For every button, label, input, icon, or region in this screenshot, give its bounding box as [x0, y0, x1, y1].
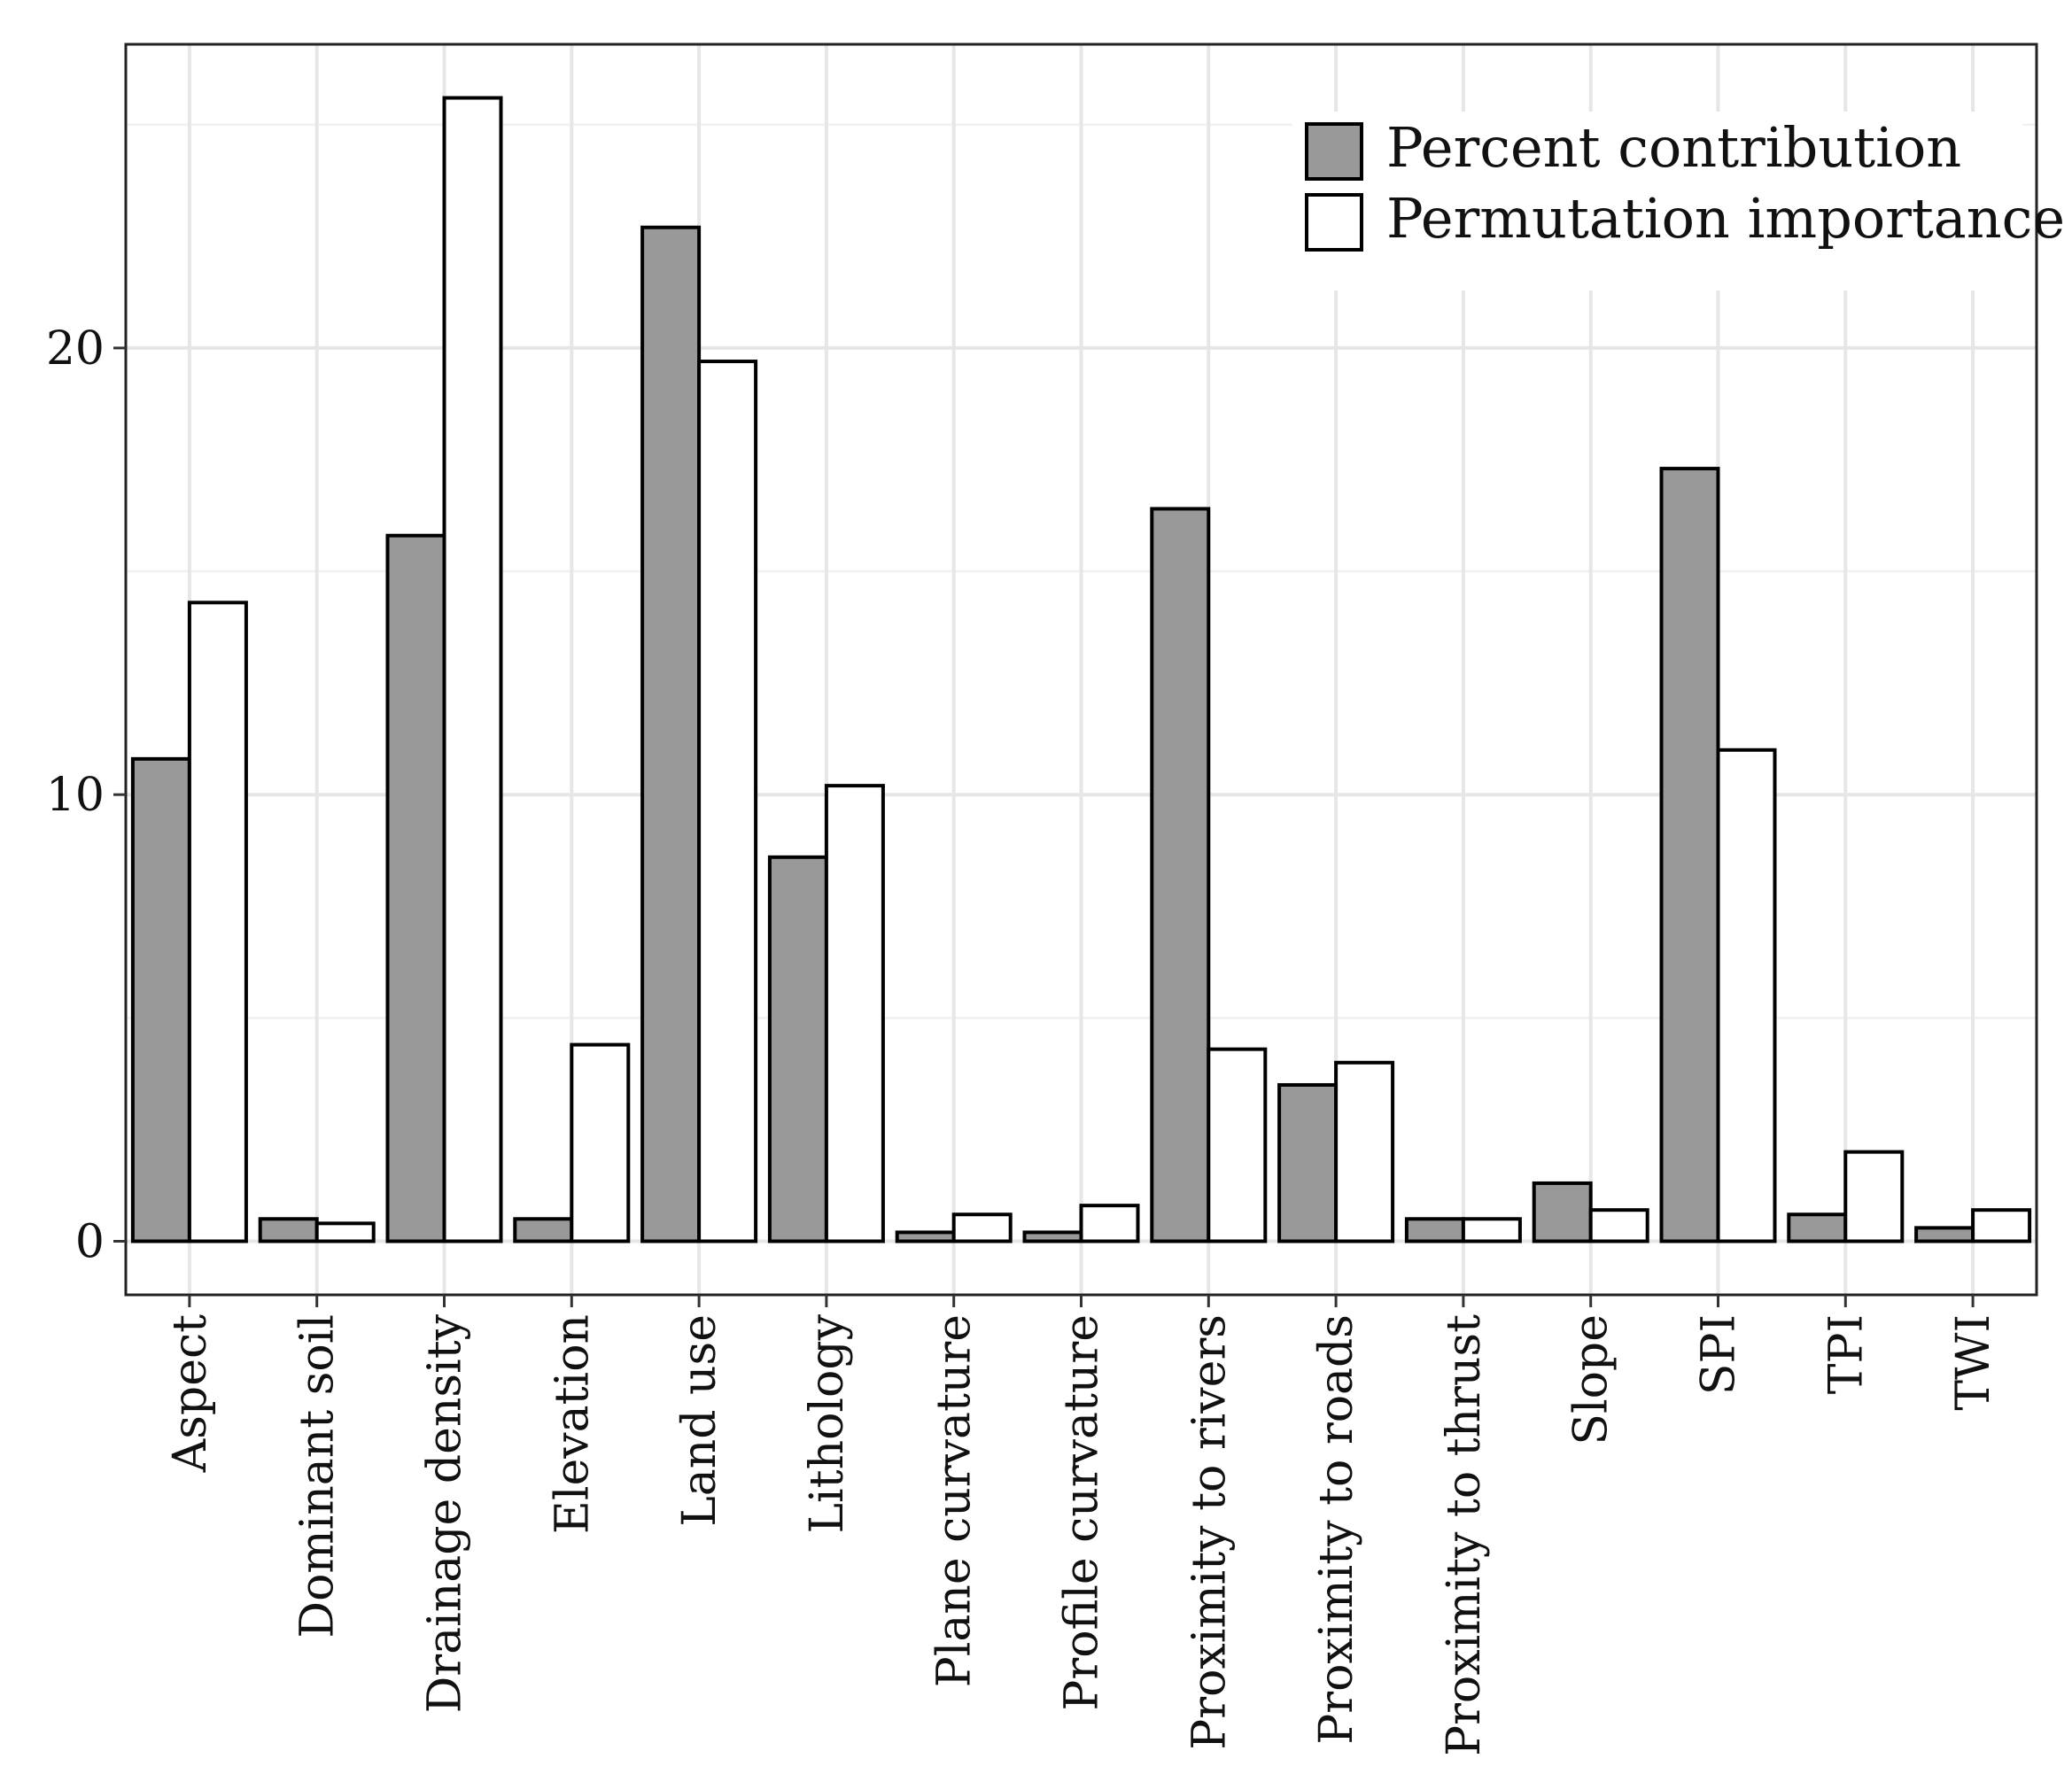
bar-percent-contribution-proximity-to-thrust	[1404, 1217, 1465, 1243]
legend-label-percent-contribution: Percent contribution	[1386, 115, 1961, 180]
x-tick-label-slope: Slope	[1565, 1314, 1618, 1445]
bar-percent-contribution-slope	[1532, 1181, 1593, 1243]
bar-permutation-importance-land-use	[697, 360, 758, 1243]
bar-percent-contribution-land-use	[640, 225, 702, 1243]
x-tick-label-lithology: Lithology	[801, 1313, 854, 1533]
x-tick-label-land-use: Land use	[673, 1314, 726, 1527]
x-tick-label-tpi: TPI	[1820, 1314, 1873, 1394]
x-tick-label-twi: TWI	[1947, 1314, 2000, 1411]
bar-permutation-importance-drainage-density	[442, 96, 503, 1243]
x-tick-label-aspect: Aspect	[164, 1314, 217, 1473]
bar-permutation-importance-twi	[1971, 1208, 2032, 1243]
bar-permutation-importance-aspect	[187, 600, 248, 1243]
x-tick-label-proximity-to-thrust: Proximity to thrust	[1438, 1314, 1491, 1756]
axes: 0 10 20 Aspect Dominant soil Drainage density…	[46, 322, 2000, 1756]
x-tick-label-plane-curvature: Plane curvature	[928, 1314, 982, 1687]
bar-percent-contribution-elevation	[513, 1217, 574, 1243]
y-tick-label-10: 10	[46, 769, 105, 822]
y-tick-label-20: 20	[46, 322, 105, 376]
x-tick-label-dominant-soil: Dominant soil	[291, 1314, 345, 1638]
x-tick-label-elevation: Elevation	[546, 1314, 599, 1534]
legend-key-permutation-importance	[1305, 193, 1363, 252]
bars	[130, 96, 2032, 1243]
bar-permutation-importance-slope	[1588, 1208, 1649, 1243]
bar-permutation-importance-elevation	[570, 1042, 631, 1243]
legend: Percent contribution Permutation importa…	[1292, 112, 2065, 291]
bar-percent-contribution-spi	[1659, 467, 1720, 1243]
bar-permutation-importance-dominant-soil	[314, 1221, 376, 1243]
bar-permutation-importance-proximity-to-thrust	[1461, 1217, 1522, 1243]
bar-permutation-importance-proximity-to-rivers	[1207, 1047, 1268, 1243]
bar-permutation-importance-plane-curvature	[951, 1212, 1013, 1243]
y-tick-label-0: 0	[75, 1215, 105, 1268]
bar-percent-contribution-plane-curvature	[895, 1230, 956, 1243]
x-tick-label-proximity-to-rivers: Proximity to rivers	[1183, 1314, 1236, 1750]
legend-background	[1292, 112, 2022, 291]
bar-permutation-importance-proximity-to-roads	[1334, 1060, 1395, 1243]
bar-percent-contribution-proximity-to-rivers	[1150, 507, 1211, 1243]
x-tick-label-proximity-to-roads: Proximity to roads	[1310, 1314, 1363, 1745]
legend-label-permutation-importance: Permutation importance	[1386, 186, 2065, 251]
bar-percent-contribution-twi	[1914, 1226, 1975, 1243]
x-tick-label-spi: SPI	[1693, 1314, 1746, 1395]
bar-percent-contribution-tpi	[1787, 1212, 1848, 1243]
x-tick-label-profile-curvature: Profile curvature	[1056, 1314, 1109, 1711]
bar-permutation-importance-profile-curvature	[1079, 1204, 1140, 1243]
bar-percent-contribution-lithology	[767, 855, 828, 1243]
bar-percent-contribution-proximity-to-roads	[1277, 1082, 1339, 1243]
bar-percent-contribution-dominant-soil	[258, 1217, 319, 1243]
bar-percent-contribution-drainage-density	[385, 533, 446, 1243]
bar-permutation-importance-lithology	[824, 784, 885, 1243]
bar-permutation-importance-tpi	[1843, 1150, 1905, 1243]
legend-key-percent-contribution	[1305, 122, 1363, 181]
bar-percent-contribution-profile-curvature	[1022, 1230, 1083, 1243]
bar-percent-contribution-aspect	[130, 756, 191, 1243]
bar-permutation-importance-spi	[1716, 748, 1777, 1243]
x-tick-label-drainage-density: Drainage density	[419, 1313, 472, 1713]
